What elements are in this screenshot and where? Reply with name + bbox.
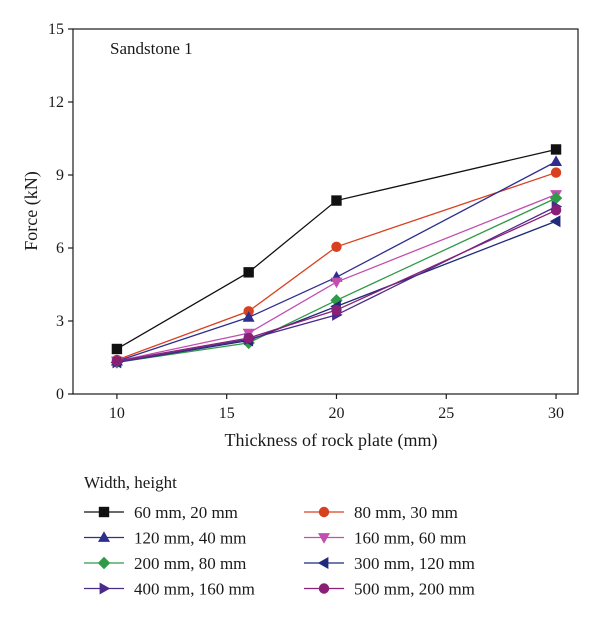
series-line xyxy=(116,197,557,364)
x-tick-label: 30 xyxy=(548,405,564,422)
x-tick-label: 15 xyxy=(219,405,235,422)
data-point xyxy=(243,267,254,278)
data-point xyxy=(550,205,562,216)
y-tick-label: 9 xyxy=(56,167,64,184)
legend-label: 80 mm, 30 mm xyxy=(354,503,458,522)
plot-area: 10 15 20 25 30 0 3 6 9 12 15 xyxy=(48,21,579,422)
y-axis-title: Force (kN) xyxy=(21,171,42,250)
legend-marker xyxy=(98,531,110,542)
x-tick-label: 25 xyxy=(438,405,454,422)
legend: 60 mm, 20 mm 80 mm, 30 mm 120 mm, 40 mm 160… xyxy=(84,503,475,599)
data-point xyxy=(331,241,342,252)
series-line xyxy=(116,148,557,350)
y-tick-label: 0 xyxy=(56,386,64,403)
data-point xyxy=(331,304,342,316)
data-point xyxy=(550,144,562,155)
y-tick-label: 15 xyxy=(48,21,64,38)
data-point xyxy=(549,215,561,228)
data-point xyxy=(243,332,254,344)
legend-marker xyxy=(98,506,110,518)
x-tick-label: 10 xyxy=(109,405,125,422)
legend-label: 200 mm, 80 mm xyxy=(134,554,246,573)
legend-marker xyxy=(97,556,111,570)
legend-marker xyxy=(317,557,329,569)
series-line xyxy=(116,171,557,361)
legend-label: 400 mm, 160 mm xyxy=(134,580,255,599)
data-point xyxy=(330,277,343,289)
y-tick-label: 3 xyxy=(56,313,64,330)
legend-title: Width, height xyxy=(84,473,177,492)
x-tick-label: 20 xyxy=(328,405,344,422)
x-axis-title: Thickness of rock plate (mm) xyxy=(225,430,438,451)
legend-label: 500 mm, 200 mm xyxy=(354,580,475,599)
legend-marker xyxy=(99,582,111,595)
legend-marker xyxy=(318,533,330,544)
data-point xyxy=(111,355,123,367)
panel-annotation: Sandstone 1 xyxy=(110,39,193,58)
data-point xyxy=(331,195,342,206)
data-point xyxy=(111,343,123,355)
data-point xyxy=(242,311,255,322)
data-point xyxy=(549,191,563,205)
legend-label: 300 mm, 120 mm xyxy=(354,554,475,573)
legend-label: 120 mm, 40 mm xyxy=(134,529,246,548)
series-line xyxy=(116,209,557,362)
data-point xyxy=(550,155,563,167)
y-tick-label: 12 xyxy=(48,94,64,111)
legend-marker xyxy=(318,506,330,518)
legend-marker xyxy=(318,583,330,594)
series-line xyxy=(116,193,557,362)
legend-label: 160 mm, 60 mm xyxy=(354,529,466,548)
series-line xyxy=(116,161,557,362)
data-point xyxy=(550,167,562,178)
legend-label: 60 mm, 20 mm xyxy=(134,503,238,522)
plot-frame xyxy=(72,28,579,395)
y-tick-label: 6 xyxy=(56,240,64,257)
